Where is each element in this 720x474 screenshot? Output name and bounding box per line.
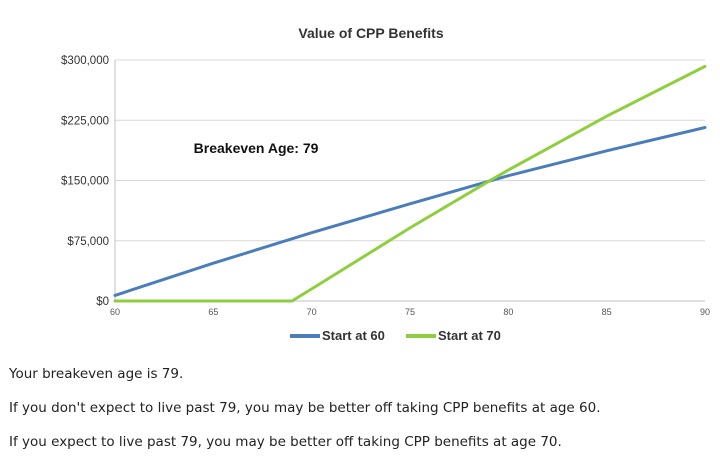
x-tick-label: 65 [208,307,218,317]
legend-label: Start at 60 [322,328,385,343]
chart-title: Value of CPP Benefits [298,25,443,41]
x-tick-label: 70 [307,307,317,317]
series-line-start-70 [113,64,707,303]
y-tick-label: $75,000 [67,236,109,248]
breakeven-summary: Your breakeven age is 79. [9,366,184,382]
breakeven-annotation: Breakeven Age: 79 [194,140,319,156]
x-tick-label: 85 [602,307,612,317]
chart-container: Value of CPP Benefits $0 $75,000 $150,000 $… [61,25,710,343]
y-tick-label: $300,000 [61,55,109,67]
y-tick-label: $225,000 [61,115,109,127]
x-tick-label: 60 [110,307,120,317]
series-line-start-60 [113,126,707,297]
advice-start-60: If you don't expect to live past 79, you… [9,400,601,416]
advice-start-70: If you expect to live past 79, you may b… [9,434,562,450]
axes: $0 $75,000 $150,000 $225,000 $300,000 60 65 70 7… [61,55,710,317]
legend: Start at 60 Start at 70 [290,328,501,343]
series-lines [113,64,707,303]
y-tick-label: $150,000 [61,176,109,188]
x-tick-label: 90 [700,307,710,317]
legend-label: Start at 70 [438,328,501,343]
cpp-benefits-chart: Value of CPP Benefits $0$75,000$150,000$… [61,25,710,343]
y-tick-label: $0 [96,296,109,308]
x-tick-label: 75 [405,307,415,317]
x-tick-label: 80 [503,307,513,317]
